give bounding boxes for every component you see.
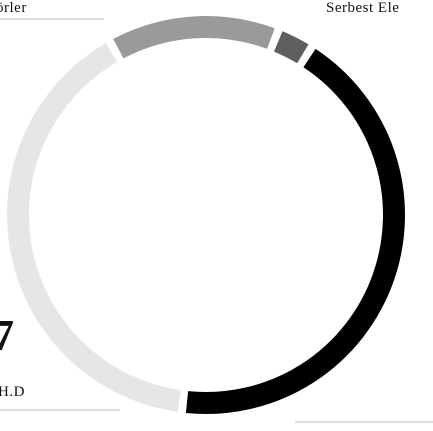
label-top-right: Serbest Ele (326, 0, 399, 16)
donut-segment (7, 43, 181, 412)
donut-segment (113, 16, 275, 59)
big-number: 7 (0, 311, 14, 360)
donut-segment (273, 31, 309, 64)
label-top-left: örler (0, 0, 27, 16)
donut (7, 16, 405, 414)
donut-segment (185, 48, 405, 414)
label-bottom-left: H.D (0, 384, 25, 400)
